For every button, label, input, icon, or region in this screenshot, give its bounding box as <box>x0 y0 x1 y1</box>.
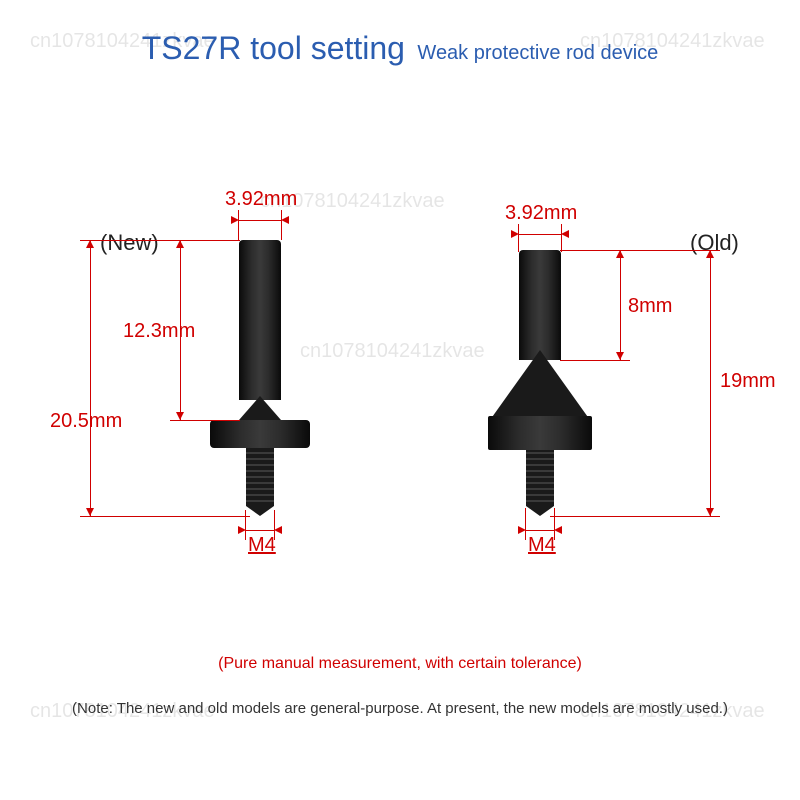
arrow-icon <box>706 508 714 516</box>
new-shaft-length-label: 12.3mm <box>123 320 195 343</box>
ext-line <box>80 240 240 241</box>
arrow-icon <box>176 412 184 420</box>
ext-line <box>518 224 519 252</box>
new-model-column: (New) 3.92mm 20.5mm 12.3mm M4 <box>20 150 400 630</box>
general-note: (Note: The new and old models are genera… <box>0 700 800 717</box>
ext-line <box>170 420 240 421</box>
new-top-diameter-label: 3.92mm <box>225 188 297 211</box>
old-hex-flange <box>488 416 592 450</box>
new-thread-label: M4 <box>248 534 276 557</box>
old-total-length-label: 19mm <box>720 370 776 393</box>
old-shaft-length-label: 8mm <box>628 295 672 318</box>
old-thread <box>526 450 554 506</box>
old-thread-label: M4 <box>528 534 556 557</box>
tolerance-note: (Pure manual measurement, with certain t… <box>0 655 800 673</box>
dim-line <box>246 530 274 531</box>
ext-line <box>245 510 246 540</box>
dim-line <box>239 220 281 221</box>
arrow-icon <box>281 216 289 224</box>
dim-line <box>519 234 561 235</box>
arrow-icon <box>706 250 714 258</box>
new-variant-label: (New) <box>100 230 159 256</box>
dim-line <box>90 240 91 516</box>
ext-line <box>281 210 282 240</box>
arrow-icon <box>554 526 562 534</box>
dim-line <box>620 250 621 360</box>
old-model-column: (Old) 3.92mm 19mm 8mm M4 <box>400 150 780 630</box>
diagram-stage: (New) 3.92mm 20.5mm 12.3mm M4 <box>0 150 800 630</box>
main-title: TS27R tool setting <box>142 30 405 66</box>
arrow-icon <box>86 240 94 248</box>
old-shaft <box>519 250 561 360</box>
ext-line <box>560 360 630 361</box>
new-thread <box>246 448 274 506</box>
ext-line <box>525 508 526 540</box>
new-shaft <box>239 240 281 400</box>
old-variant-label: (Old) <box>690 230 739 256</box>
arrow-icon <box>616 250 624 258</box>
new-total-length-label: 20.5mm <box>50 410 122 433</box>
arrow-icon <box>274 526 282 534</box>
arrow-icon <box>176 240 184 248</box>
ext-line <box>560 250 720 251</box>
dim-line <box>710 250 711 516</box>
sub-title: Weak protective rod device <box>417 42 658 64</box>
new-flange <box>210 420 310 448</box>
ext-line <box>238 210 239 240</box>
old-top-diameter-label: 3.92mm <box>505 202 577 225</box>
old-thread-tip <box>526 506 554 516</box>
title-row: TS27R tool setting Weak protective rod d… <box>0 30 800 67</box>
arrow-icon <box>561 230 569 238</box>
ext-line <box>550 516 720 517</box>
arrow-icon <box>616 352 624 360</box>
ext-line <box>80 516 250 517</box>
ext-line <box>561 224 562 252</box>
new-thread-tip <box>246 506 274 516</box>
arrow-icon <box>86 508 94 516</box>
new-taper <box>239 396 281 420</box>
dim-line <box>526 530 554 531</box>
